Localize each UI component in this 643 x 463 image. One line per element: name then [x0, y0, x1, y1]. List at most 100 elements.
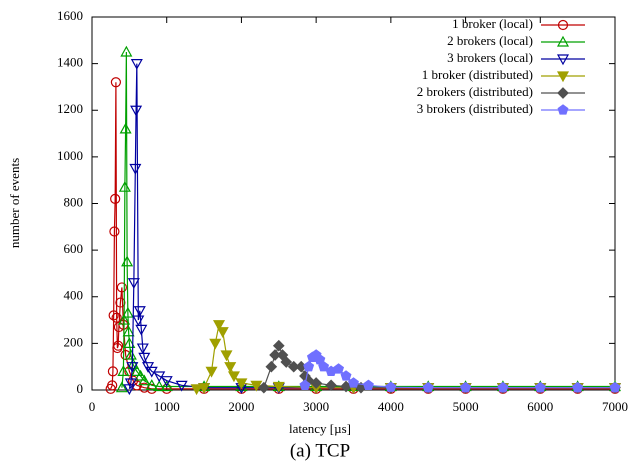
marker	[130, 105, 143, 117]
marker	[310, 377, 322, 389]
marker	[333, 363, 345, 374]
marker	[119, 122, 132, 134]
marker	[110, 193, 121, 204]
x-tick-label: 0	[89, 399, 96, 414]
marker	[139, 382, 150, 393]
marker	[132, 315, 145, 327]
marker	[209, 338, 222, 350]
series-line	[121, 51, 615, 388]
x-tick-label: 1000	[154, 399, 180, 414]
marker	[116, 282, 127, 293]
marker	[272, 381, 285, 393]
marker	[110, 77, 122, 88]
marker	[130, 365, 143, 376]
caption: (a) TCP	[290, 440, 350, 461]
x-tick-label: 2000	[228, 399, 254, 414]
x-axis-label: latency [µs]	[289, 421, 351, 436]
marker	[118, 313, 131, 325]
legend-label: 2 brokers (distributed)	[417, 84, 533, 99]
marker	[122, 325, 135, 337]
marker	[534, 381, 546, 393]
marker	[130, 59, 143, 70]
legend-marker	[557, 104, 569, 115]
marker	[118, 180, 131, 192]
series-line	[110, 82, 615, 390]
marker	[121, 255, 134, 267]
marker	[127, 278, 140, 289]
marker	[257, 381, 270, 394]
marker	[145, 379, 158, 390]
y-tick-label: 1600	[57, 8, 83, 23]
marker	[123, 337, 136, 348]
marker	[198, 383, 211, 394]
marker	[115, 381, 128, 393]
marker	[250, 380, 263, 392]
marker	[115, 297, 126, 308]
marker	[340, 370, 352, 381]
x-tick-label: 5000	[453, 399, 479, 414]
marker	[609, 381, 621, 393]
y-tick-label: 600	[64, 241, 84, 256]
marker	[109, 226, 120, 237]
x-tick-label: 6000	[527, 399, 553, 414]
y-tick-label: 0	[77, 381, 84, 396]
y-tick-label: 200	[64, 334, 84, 349]
marker	[133, 306, 146, 317]
y-tick-label: 400	[64, 288, 84, 303]
legend-label: 1 broker (distributed)	[422, 67, 533, 82]
plot-frame	[91, 16, 616, 391]
marker	[107, 366, 119, 377]
marker	[124, 378, 137, 390]
y-axis-label: number of events	[7, 158, 22, 248]
legend-label: 1 broker (local)	[452, 16, 533, 31]
marker	[422, 381, 434, 393]
marker	[235, 378, 248, 390]
marker	[325, 379, 337, 392]
marker	[205, 366, 218, 378]
marker	[175, 380, 188, 392]
marker	[460, 381, 472, 393]
marker	[160, 380, 173, 392]
marker	[265, 360, 278, 373]
legend-marker	[556, 71, 570, 83]
marker	[220, 350, 233, 362]
legend-marker	[557, 87, 569, 99]
marker	[318, 360, 330, 372]
legend-marker	[557, 19, 569, 31]
y-tick-label: 1400	[57, 55, 83, 70]
marker	[129, 163, 142, 175]
marker	[117, 365, 130, 376]
marker	[212, 320, 226, 331]
marker	[216, 327, 229, 338]
marker	[227, 371, 240, 383]
marker	[124, 348, 137, 360]
series-line	[128, 63, 615, 389]
marker	[135, 324, 148, 336]
marker	[107, 380, 118, 391]
marker	[138, 374, 151, 386]
marker	[348, 377, 359, 388]
marker	[303, 360, 315, 372]
legend-marker	[556, 54, 570, 66]
marker	[572, 381, 584, 393]
legend-label: 3 brokers (distributed)	[417, 101, 533, 116]
marker	[120, 45, 133, 57]
marker	[121, 306, 134, 318]
x-tick-label: 7000	[602, 399, 628, 414]
y-tick-label: 1200	[57, 101, 83, 116]
marker	[136, 343, 149, 355]
marker	[272, 339, 285, 352]
marker	[111, 312, 122, 323]
x-tick-label: 3000	[303, 399, 329, 414]
legend-marker	[556, 35, 570, 47]
legend-label: 2 brokers (local)	[447, 33, 533, 48]
marker	[299, 379, 311, 390]
marker	[280, 356, 293, 368]
marker	[127, 358, 140, 369]
marker	[138, 352, 151, 364]
x-tick-label: 4000	[378, 399, 404, 414]
marker	[108, 310, 119, 321]
marker	[126, 362, 139, 373]
marker	[362, 379, 374, 390]
